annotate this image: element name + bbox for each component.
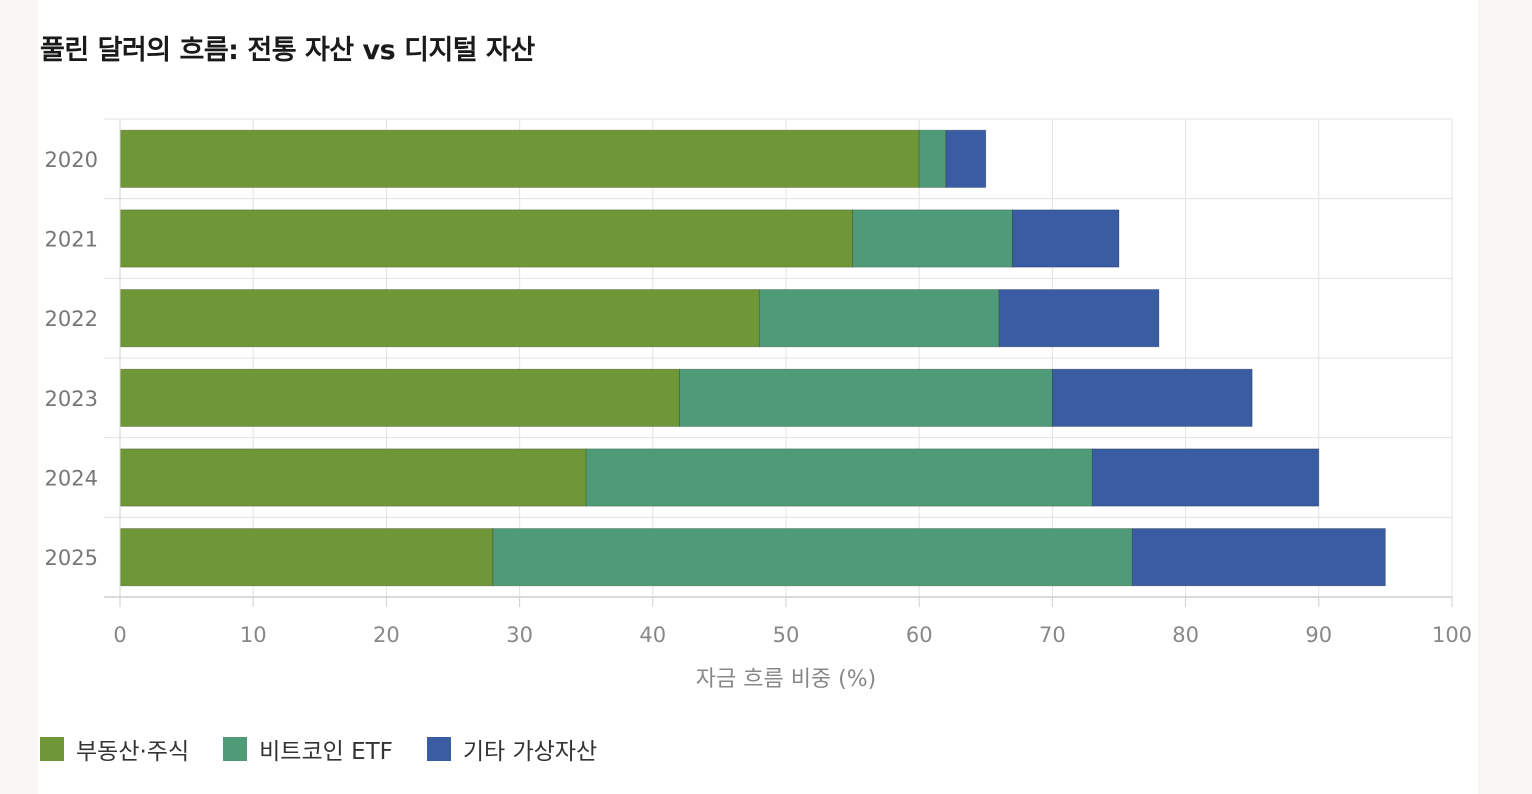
x-tick-label: 70 bbox=[1039, 623, 1066, 647]
legend-label: 부동산·주식 bbox=[76, 739, 190, 765]
bar-segment bbox=[492, 528, 1133, 587]
x-axis-label: 자금 흐름 비중 (%) bbox=[696, 667, 877, 692]
axes bbox=[104, 119, 1453, 607]
y-tick-label: 2024 bbox=[45, 467, 98, 491]
bar-segment bbox=[1091, 448, 1320, 507]
bars bbox=[119, 129, 1386, 587]
legend-item: 기타 가상자산 bbox=[426, 732, 598, 766]
bar-segment bbox=[119, 448, 587, 507]
legend-label: 비트코인 ETF bbox=[259, 739, 393, 765]
x-tick-label: 20 bbox=[373, 623, 400, 647]
legend-label: 기타 가상자산 bbox=[462, 739, 598, 765]
bar-segment bbox=[758, 289, 1000, 348]
bar-segment bbox=[1131, 528, 1386, 587]
bar-segment bbox=[1012, 209, 1120, 268]
x-tick-label: 10 bbox=[240, 623, 267, 647]
legend-swatch bbox=[40, 737, 64, 761]
x-tick-label: 80 bbox=[1172, 623, 1199, 647]
bar-segment bbox=[119, 368, 680, 427]
legend-swatch bbox=[223, 737, 248, 761]
chart-title: 풀린 달러의 흐름: 전통 자산 vs 디지털 자산 bbox=[40, 35, 535, 66]
bar-segment bbox=[119, 209, 853, 268]
bar-segment bbox=[945, 129, 987, 188]
x-tick-labels: 0 10 20 30 40 50 60 70 80 90 100 bbox=[113, 623, 1472, 647]
y-tick-label: 2023 bbox=[45, 387, 98, 411]
grid-lines bbox=[104, 118, 1453, 598]
y-tick-label: 2021 bbox=[45, 228, 98, 252]
y-tick-label: 2022 bbox=[45, 307, 98, 331]
y-tick-labels: 2020 2021 2022 2023 2024 2025 bbox=[45, 148, 98, 570]
y-tick-label: 2020 bbox=[45, 148, 98, 172]
bar-segment bbox=[679, 368, 1053, 427]
x-tick-label: 30 bbox=[506, 623, 533, 647]
bar-segment bbox=[119, 129, 920, 188]
bar-segment bbox=[852, 209, 1013, 268]
y-tick-label: 2025 bbox=[45, 546, 98, 570]
bar-segment bbox=[119, 528, 494, 587]
x-tick-label: 50 bbox=[773, 623, 800, 647]
x-tick-label: 40 bbox=[639, 623, 666, 647]
x-tick-label: 60 bbox=[906, 623, 933, 647]
bar-segment bbox=[998, 289, 1160, 348]
x-tick-label: 0 bbox=[113, 623, 126, 647]
bar-segment bbox=[585, 448, 1093, 507]
legend-swatch bbox=[426, 737, 451, 761]
x-tick-label: 100 bbox=[1432, 623, 1472, 647]
bar-segment bbox=[918, 129, 947, 188]
legend-item: 비트코인 ETF bbox=[223, 732, 393, 766]
legend: 부동산·주식 비트코인 ETF 기타 가상자산 bbox=[40, 732, 631, 766]
bar-segment bbox=[1052, 368, 1253, 427]
bar-segment bbox=[119, 289, 760, 348]
legend-item: 부동산·주식 bbox=[40, 732, 189, 766]
bar-chart: 2020 2021 2022 2023 2024 2025 0 10 20 30 40 50 60 70… bbox=[45, 118, 1472, 692]
x-tick-label: 90 bbox=[1305, 623, 1332, 647]
